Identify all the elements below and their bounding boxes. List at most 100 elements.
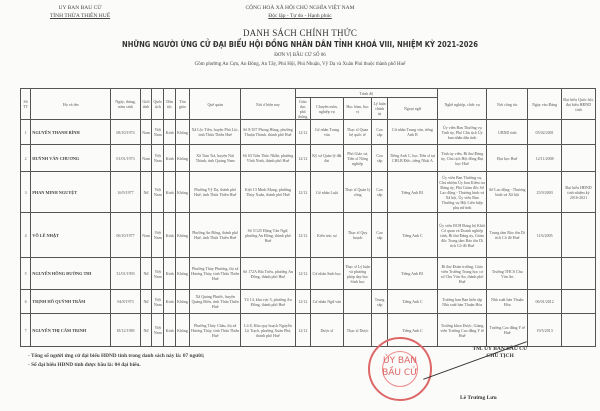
table-cell: Kinh <box>163 119 176 145</box>
doc-subtitle: NHỮNG NGƯỜI ỨNG CỬ ĐẠI BIỂU HỘI ĐỒNG NHÂ… <box>122 40 478 49</box>
table-cell: Việt Nam <box>151 119 165 145</box>
signature-block: TM. ỦY BAN BẦU CỬ CHỦ TỊCH <box>440 346 560 360</box>
table-cell <box>561 257 596 290</box>
table-cell: HUỲNH VĂN CHƯƠNG <box>30 144 112 172</box>
table-cell: Không <box>174 289 191 314</box>
col-ethnic: Dân tộc <box>163 88 176 120</box>
table-cell: 12/12 <box>294 119 311 145</box>
col-dob: Ngày, tháng, năm sinh <box>110 88 141 120</box>
nation-name: CỘNG HOÀ XÃ HỘI CHỦ NGHĨA VIỆT NAM <box>245 5 355 11</box>
motto: Độc lập - Tự do - Hạnh phúc <box>268 13 332 19</box>
table-cell: Không <box>174 171 191 213</box>
table-row: 7 NGUYỄN THỊ CẨM TRINH 18/12/1985 Nữ Việt Na… <box>19 313 596 347</box>
table-cell: Đại biểu HĐND tỉnh nhiệm kỳ 2016-2021 <box>561 171 596 213</box>
table-cell: 4 <box>19 212 32 258</box>
table-cell: VÕ LÊ NHẬT <box>30 212 112 258</box>
signature-org: TM. ỦY BAN BẦU CỬ <box>472 346 528 352</box>
table-cell: 31/01/1993 <box>110 257 141 290</box>
candidate-table: Số TT Họ và tên Ngày, tháng, năm sinh Gi… <box>19 88 596 347</box>
col-gender: Giới tính <box>139 88 153 120</box>
col-name: Họ và tên <box>30 88 112 120</box>
table-row: 2 HUỲNH VĂN CHƯƠNG 01/01/1973 Nam Việt Nam Ki… <box>19 144 596 172</box>
table-cell: 19/5/2013 <box>527 313 563 347</box>
table-cell: Số 172A Hải Triều, phường An Đông, thành… <box>240 257 296 290</box>
table-cell: Kỹ sư Quản lý đất đai <box>309 144 344 172</box>
table-cell: Nữ <box>139 289 153 314</box>
table-cell: Phường Thủy Châu, thị xã Hương Thủy, tỉn… <box>189 313 242 347</box>
table-cell: Việt Nam <box>151 313 165 347</box>
table-cell: 12/12 <box>294 171 311 213</box>
table-cell: 06/10/1977 <box>110 212 141 258</box>
table-cell: Kinh <box>163 144 176 172</box>
table-cell <box>371 257 388 290</box>
table-cell: Nữ <box>139 313 153 347</box>
table-cell: Việt Nam <box>151 171 165 213</box>
table-cell: Cử nhân Luật <box>309 171 344 213</box>
table-cell: Phường Vỹ Dạ, thành phố Huế, tỉnh Thừa T… <box>189 171 242 213</box>
table-cell: 2 <box>19 144 32 172</box>
table-cell: 04/8/1973 <box>110 289 141 314</box>
table-cell: Tiếng Anh B1 <box>386 171 439 213</box>
table-cell: 7 <box>19 313 32 347</box>
table-cell: Thạc sĩ Quan hệ quốc tế <box>342 119 373 145</box>
table-cell: Thạc sĩ Dược <box>342 313 373 347</box>
table-cell: Nữ <box>139 257 153 290</box>
table-cell: Nhà xuất bản Thuận Hóa <box>486 289 529 314</box>
table-cell: Tổ 14, khu vực 5, phường An Đông, thành … <box>240 289 296 314</box>
col-gdpt: Giáo dục phổ thông <box>294 97 311 120</box>
note-seats: - Số đại biểu HĐND tỉnh được bầu là: 04 … <box>28 362 141 368</box>
col-delegate: Đại biểu Quốc hội, đại biểu HĐND tỉnh <box>561 88 596 120</box>
col-major: Chuyên môn, nghiệp vụ <box>309 97 344 120</box>
table-cell: Không <box>174 257 191 290</box>
table-cell: Ủy viên BCH Đảng bộ Khối Cơ quan và Doan… <box>437 212 488 258</box>
table-cell: Tiếng Anh C, học Tiến sĩ tại CHLB Đức, t… <box>386 144 439 172</box>
stamp-text-2: BẦU CỬ <box>382 368 418 378</box>
table-cell: 01/01/1973 <box>110 144 141 172</box>
table-cell: Xã Lộc Tiến, huyện Phú Lộc, tỉnh Thừa Th… <box>189 119 242 145</box>
table-cell <box>561 144 596 172</box>
table-cell: Nam <box>139 119 153 145</box>
table-cell: Phường An Đông, thành phố Huế, tỉnh Thừa… <box>189 212 242 258</box>
table-cell: Sở Lao động - Thương binh và Xã hội <box>486 171 529 213</box>
electoral-unit: ĐƠN VỊ BẦU CỬ SỐ 06 <box>274 53 326 58</box>
table-row: 5 NGUYỄN HỒNG ĐƯỜNG THI 31/01/1993 Nữ Việt N… <box>19 257 596 290</box>
table-cell: Trưởng khoa Dược, Giảng viên Trường Cao … <box>437 313 488 347</box>
table-cell: Tiếng Anh C <box>386 212 439 258</box>
table-cell <box>561 212 596 258</box>
table-cell: Kinh <box>163 171 176 213</box>
signature-role: CHỦ TỊCH <box>486 353 514 359</box>
table-cell: Trung tâm Bảo tồn Di tích Cố đô Huế <box>486 212 529 258</box>
table-cell: Trường THCS Chu Văn An <box>486 257 529 290</box>
table-cell: Không <box>174 144 191 172</box>
col-residence: Nơi ở hiện nay <box>240 88 296 120</box>
table-cell: Kinh <box>163 313 176 347</box>
table-cell: 08/10/1974 <box>110 119 141 145</box>
table-cell: Không <box>174 212 191 258</box>
table-cell: Nữ <box>139 171 153 213</box>
table-cell: 12/12 <box>294 144 311 172</box>
table-cell: 11/6/2005 <box>527 212 563 258</box>
table-cell: NGUYỄN THỊ CẨM TRINH <box>30 313 112 347</box>
table-cell: 12/12 <box>294 212 311 258</box>
table-cell: Kiệt 13 Minh Mạng, phường Thủy Xuân, thà… <box>240 171 296 213</box>
table-cell: Cử nhân Trung văn, tiếng Anh B <box>386 119 439 145</box>
table-cell: Đại học Huế <box>486 144 529 172</box>
table-cell: 5 <box>19 257 32 290</box>
col-party-date: Ngày vào Đảng <box>527 88 563 120</box>
table-row: 1 NGUYỄN THANH BÌNH 08/10/1974 Nam Việt Nam K… <box>19 119 596 145</box>
table-cell: Thạc sĩ Lý luận và phương pháp dạy học S… <box>342 257 373 290</box>
table-cell: Trường Cao đẳng Y tế Huế <box>486 313 529 347</box>
col-language: Ngoại ngữ <box>386 97 439 120</box>
table-cell: Kinh <box>163 212 176 258</box>
table-cell: Xã Quảng Phước, huyện Quảng Điền, tỉnh T… <box>189 289 242 314</box>
table-cell: 12/11/2008 <box>527 144 563 172</box>
national-header: CỘNG HOÀ XÃ HỘI CHỦ NGHĨA VIỆT NAM Độc l… <box>180 4 420 20</box>
table-cell: Cao cấp <box>371 171 388 213</box>
table-cell: Việt Nam <box>151 212 165 258</box>
table-cell: Xã Tam Trà, huyện Núi Thành, tỉnh Quảng … <box>189 144 242 172</box>
col-nationality: Quốc tịch <box>151 88 165 120</box>
col-workplace: Nơi công tác <box>486 88 529 120</box>
table-cell: Cử nhân Trung văn <box>309 119 344 145</box>
table-cell: Ủy viên Ban Thường vụ Tỉnh ủy, Phó Chủ t… <box>437 119 488 145</box>
table-cell <box>527 257 563 290</box>
